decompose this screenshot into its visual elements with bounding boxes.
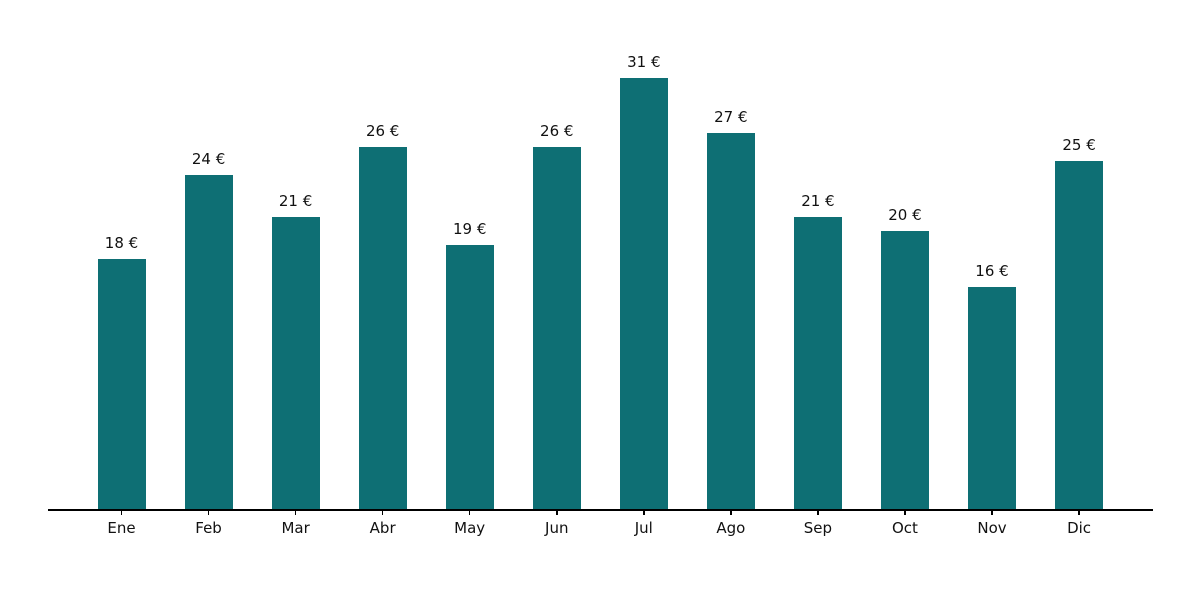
bar-value-label: 26 €: [365, 122, 400, 141]
x-axis-tick: [468, 510, 471, 515]
x-axis-label-dic: Dic: [1067, 519, 1092, 537]
bar-value-label: 25 €: [1062, 136, 1096, 155]
bar-jul: [619, 77, 668, 510]
bar-nov: [968, 286, 1016, 510]
bar-abr: [358, 147, 407, 510]
x-axis-label-oct: Oct: [891, 519, 918, 537]
x-axis-label-ene: Ene: [107, 519, 136, 537]
bar-value-label: 27 €: [714, 108, 748, 127]
x-axis-tick: [991, 510, 993, 515]
x-axis-label-jul: Jul: [634, 519, 653, 537]
bar-value-label: 16 €: [975, 261, 1009, 280]
bar-value-label: 20 €: [888, 206, 922, 224]
x-axis-tick: [294, 510, 297, 515]
bar-feb: [184, 175, 233, 510]
x-axis-tick: [904, 510, 906, 515]
bar-dic: [1055, 161, 1104, 510]
x-axis-tick: [730, 510, 732, 515]
x-axis-tick: [1078, 510, 1080, 515]
bar-value-label: 18 €: [104, 233, 139, 252]
x-axis-tick: [381, 510, 384, 515]
bar-ago: [706, 133, 755, 510]
bar-value-label: 26 €: [540, 122, 574, 141]
x-axis-line: [48, 509, 1153, 511]
bar-value-label: 21 €: [801, 192, 835, 211]
x-axis-tick: [120, 510, 123, 515]
x-axis-tick: [556, 510, 558, 515]
x-axis-tick: [817, 510, 819, 515]
x-axis-label-ago: Ago: [716, 519, 746, 537]
x-axis-tick: [643, 510, 645, 515]
bar-mar: [271, 217, 320, 510]
bar-value-label: 19 €: [452, 219, 487, 238]
bar-may: [445, 244, 494, 510]
x-axis-label-jun: Jun: [545, 519, 569, 537]
bar-jun: [532, 147, 581, 510]
bar-value-label: 21 €: [278, 192, 313, 211]
bar-value-label: 31 €: [627, 52, 661, 71]
x-axis-label-may: May: [454, 519, 486, 537]
bar-oct: [880, 231, 929, 510]
x-axis-label-nov: Nov: [977, 519, 1007, 537]
x-axis-label-sep: Sep: [803, 519, 833, 537]
x-axis-label-feb: Feb: [195, 519, 222, 537]
x-axis-label-abr: Abr: [369, 519, 396, 537]
bar-sep: [793, 217, 842, 510]
x-axis-label-mar: Mar: [281, 519, 310, 537]
bar-ene: [97, 258, 146, 510]
bar-value-label: 24 €: [191, 150, 226, 169]
x-axis-tick: [207, 510, 210, 515]
